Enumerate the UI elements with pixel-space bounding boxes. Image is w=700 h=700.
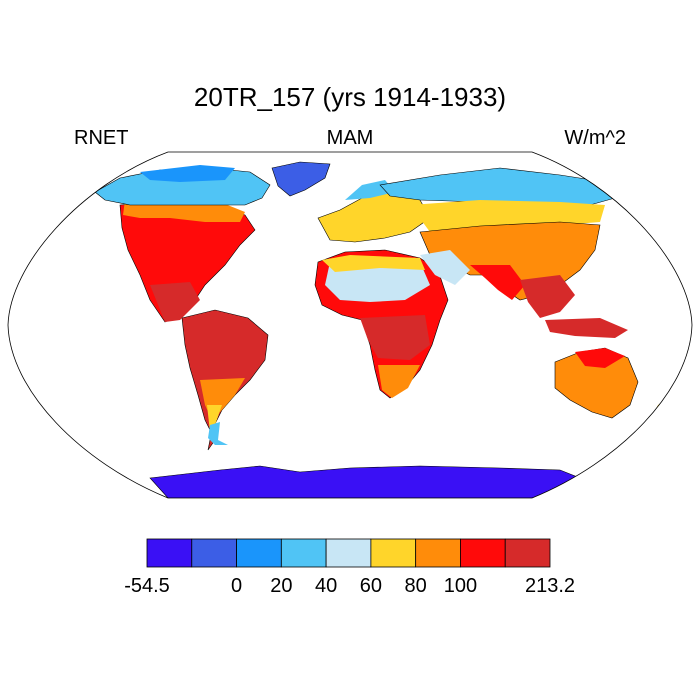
central-africa <box>360 315 430 360</box>
colorbar-box <box>191 538 237 568</box>
units-label: W/m^2 <box>564 127 626 149</box>
colorbar-box <box>236 538 282 568</box>
colorbar-tick-label: 60 <box>359 575 382 597</box>
canada-arctic <box>140 165 235 182</box>
southeast-asia <box>520 275 575 318</box>
land-fields <box>94 161 668 498</box>
tierra-del-fuego <box>208 422 228 445</box>
sahara-edge <box>322 255 425 272</box>
colorbar-tick-label: 0 <box>230 575 243 597</box>
colorbar-box <box>415 538 461 568</box>
colorbar-tick-label: 40 <box>314 575 338 597</box>
colorbar-box <box>146 538 193 568</box>
north-america-south <box>150 282 200 322</box>
colorbar-box <box>325 538 372 568</box>
colorbar-tick-label: 80 <box>404 575 427 597</box>
colorbar-box <box>280 538 327 568</box>
middle-east <box>420 250 470 285</box>
siberia <box>379 167 616 206</box>
colorbar-tick-label: 100 <box>443 575 478 597</box>
indonesia <box>545 318 628 338</box>
australia-north <box>575 348 625 368</box>
colorbar-box <box>370 538 417 568</box>
southern-africa <box>378 365 420 398</box>
colorbar-tick-label: -54.5 <box>124 575 170 597</box>
globe-outline <box>7 151 693 499</box>
variable-label: RNET <box>74 127 129 149</box>
india-region <box>470 265 525 300</box>
colorbar-box <box>504 538 551 568</box>
colorbar-tick-label: 20 <box>270 575 293 597</box>
antarctica <box>149 465 581 498</box>
map-title: 20TR_157 (yrs 1914-1933) <box>193 82 507 112</box>
colorbar-box <box>460 538 506 568</box>
greenland <box>271 161 331 197</box>
season-label: MAM <box>326 127 374 149</box>
colorbar-tick-label: 213.2 <box>524 575 576 597</box>
